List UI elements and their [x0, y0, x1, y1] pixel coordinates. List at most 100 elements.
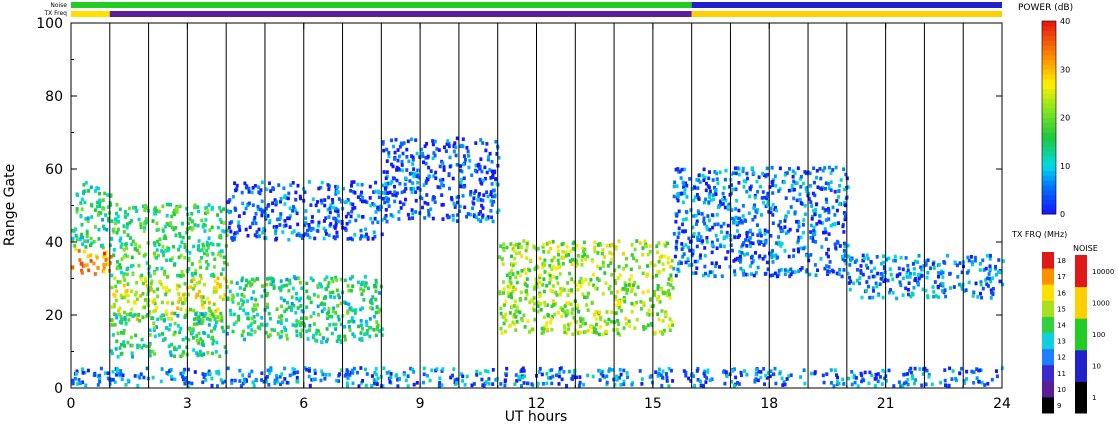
txfreq-colorbar-step: [1042, 268, 1054, 285]
echo-cell: [887, 368, 891, 373]
echo-cell: [491, 368, 495, 372]
echo-cell: [84, 383, 88, 388]
echo-cell: [365, 200, 369, 205]
echo-cell: [78, 258, 82, 262]
echo-cell: [615, 327, 619, 332]
echo-cell: [312, 333, 316, 338]
echo-cell: [622, 267, 626, 271]
echo-cell: [240, 333, 244, 338]
echo-cell: [187, 380, 191, 385]
echo-cell: [563, 330, 567, 334]
echo-cell: [447, 144, 451, 149]
echo-cell: [756, 233, 760, 238]
echo-cell: [448, 186, 451, 191]
echo-cell: [125, 225, 129, 230]
echo-cell: [779, 225, 783, 230]
echo-cell: [630, 286, 634, 291]
echo-cell: [316, 224, 320, 228]
echo-cell: [951, 369, 955, 373]
echo-cell: [804, 187, 808, 191]
echo-cell: [533, 317, 537, 322]
echo-cell: [279, 279, 283, 283]
echo-cell: [201, 380, 205, 385]
echo-cell: [340, 277, 344, 282]
echo-cell: [645, 312, 649, 316]
echo-cell: [472, 201, 476, 206]
echo-cell: [146, 313, 150, 317]
echo-cell: [245, 278, 248, 283]
echo-cell: [81, 235, 85, 240]
echo-cell: [667, 324, 671, 328]
echo-cell: [230, 381, 234, 385]
echo-cell: [739, 219, 743, 223]
echo-cell: [153, 206, 157, 210]
echo-cell: [550, 368, 554, 372]
echo-cell: [160, 313, 164, 318]
echo-cell: [335, 234, 339, 239]
echo-cell: [575, 244, 579, 248]
echo-cell: [693, 186, 697, 190]
echo-cell: [547, 313, 550, 318]
echo-cell: [741, 204, 745, 208]
echo-cell: [402, 141, 406, 145]
echo-cell: [799, 246, 803, 251]
echo-cell: [1001, 282, 1005, 287]
echo-cell: [520, 318, 524, 323]
echo-cell: [490, 203, 494, 207]
echo-cell: [684, 243, 688, 247]
echo-cell: [303, 223, 307, 228]
echo-cell: [216, 276, 220, 281]
echo-cell: [360, 280, 364, 285]
echo-cell: [542, 315, 546, 320]
echo-cell: [478, 166, 482, 171]
echo-cell: [538, 280, 542, 285]
echo-cell: [515, 305, 519, 310]
noise-colorbar-step: [1075, 381, 1087, 414]
echo-cell: [368, 325, 371, 330]
echo-cell: [655, 244, 659, 249]
echo-cell: [246, 299, 249, 303]
echo-cell: [592, 313, 596, 317]
echo-cell: [268, 371, 272, 375]
echo-cell: [126, 212, 129, 217]
echo-cell: [522, 267, 526, 272]
echo-cell: [539, 293, 543, 297]
echo-cell: [826, 272, 830, 276]
echo-cell: [731, 369, 735, 373]
echo-cell: [160, 300, 164, 305]
echo-cell: [344, 214, 348, 219]
echo-cell: [325, 287, 329, 291]
echo-cell: [380, 327, 384, 332]
echo-cell: [108, 243, 112, 248]
echo-cell: [296, 183, 300, 188]
echo-cell: [307, 374, 311, 379]
echo-cell: [899, 255, 903, 260]
echo-cell: [298, 280, 302, 285]
echo-cell: [801, 223, 805, 227]
echo-cell: [715, 171, 719, 176]
echo-cell: [842, 382, 846, 386]
echo-cell: [431, 142, 435, 147]
echo-cell: [789, 205, 793, 209]
echo-cell: [432, 174, 436, 178]
echo-cell: [359, 234, 363, 238]
echo-cell: [374, 278, 378, 283]
echo-cell: [510, 254, 513, 259]
echo-cell: [568, 322, 572, 326]
echo-cell: [629, 267, 633, 272]
echo-cell: [187, 267, 191, 271]
echo-cell: [252, 290, 256, 294]
echo-cell: [627, 319, 631, 324]
echo-cell: [592, 283, 596, 288]
echo-cell: [906, 372, 909, 376]
echo-cell: [300, 236, 304, 240]
echo-cell: [656, 250, 660, 255]
echo-cell: [797, 235, 801, 240]
echo-cell: [780, 376, 784, 381]
echo-cell: [253, 233, 257, 237]
echo-cell: [474, 189, 478, 193]
echo-cell: [768, 374, 772, 379]
echo-cell: [328, 314, 332, 319]
echo-cell: [786, 229, 790, 234]
